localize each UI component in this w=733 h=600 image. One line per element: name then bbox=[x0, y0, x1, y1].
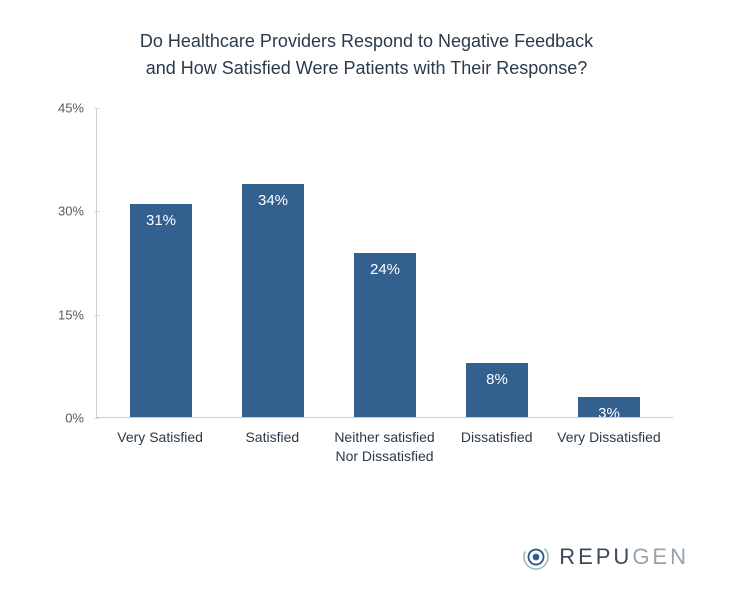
brand-logo: REPUGEN bbox=[521, 542, 689, 572]
bars-group: 31% 34% 24% 8% 3% bbox=[97, 108, 673, 418]
bar-column: 24% bbox=[329, 108, 441, 418]
bar-value-label: 34% bbox=[258, 192, 288, 209]
chart-container: Do Healthcare Providers Respond to Negat… bbox=[0, 0, 733, 600]
bar-column: 8% bbox=[441, 108, 553, 418]
logo-text: REPUGEN bbox=[559, 544, 689, 570]
bar: 24% bbox=[354, 253, 416, 418]
title-line-2: and How Satisfied Were Patients with The… bbox=[146, 58, 588, 78]
x-axis-label: Satisfied bbox=[216, 428, 328, 466]
chart-title: Do Healthcare Providers Respond to Negat… bbox=[87, 28, 647, 82]
x-axis-label: Very Dissatisfied bbox=[553, 428, 665, 466]
logo-suffix: GEN bbox=[632, 544, 689, 569]
bar: 34% bbox=[242, 184, 304, 418]
bar: 31% bbox=[130, 204, 192, 418]
bar-column: 3% bbox=[553, 108, 665, 418]
x-axis-line bbox=[97, 417, 673, 418]
y-axis: 0%15%30%45% bbox=[50, 108, 94, 418]
bar-value-label: 3% bbox=[598, 405, 620, 422]
y-tick-mark bbox=[94, 418, 100, 419]
x-axis-label: Dissatisfied bbox=[441, 428, 553, 466]
x-axis-label: Neither satisfied Nor Dissatisfied bbox=[328, 428, 440, 466]
plot-region: 31% 34% 24% 8% 3% bbox=[96, 108, 673, 418]
bar-column: 34% bbox=[217, 108, 329, 418]
bar-value-label: 24% bbox=[370, 261, 400, 278]
y-tick-label: 0% bbox=[65, 411, 84, 426]
logo-prefix: REPU bbox=[559, 544, 632, 569]
x-axis-label: Very Satisfied bbox=[104, 428, 216, 466]
x-axis-labels: Very SatisfiedSatisfiedNeither satisfied… bbox=[96, 418, 673, 466]
bar-value-label: 31% bbox=[146, 212, 176, 229]
target-icon bbox=[521, 542, 551, 572]
y-tick-label: 15% bbox=[58, 307, 84, 322]
bar: 8% bbox=[466, 363, 528, 418]
title-line-1: Do Healthcare Providers Respond to Negat… bbox=[140, 31, 593, 51]
chart-area: 0%15%30%45% 31%34%24%8%3% bbox=[96, 108, 673, 418]
y-tick-label: 45% bbox=[58, 101, 84, 116]
bar: 3% bbox=[578, 397, 640, 418]
bar-column: 31% bbox=[105, 108, 217, 418]
bar-value-label: 8% bbox=[486, 371, 508, 388]
y-tick-label: 30% bbox=[58, 204, 84, 219]
